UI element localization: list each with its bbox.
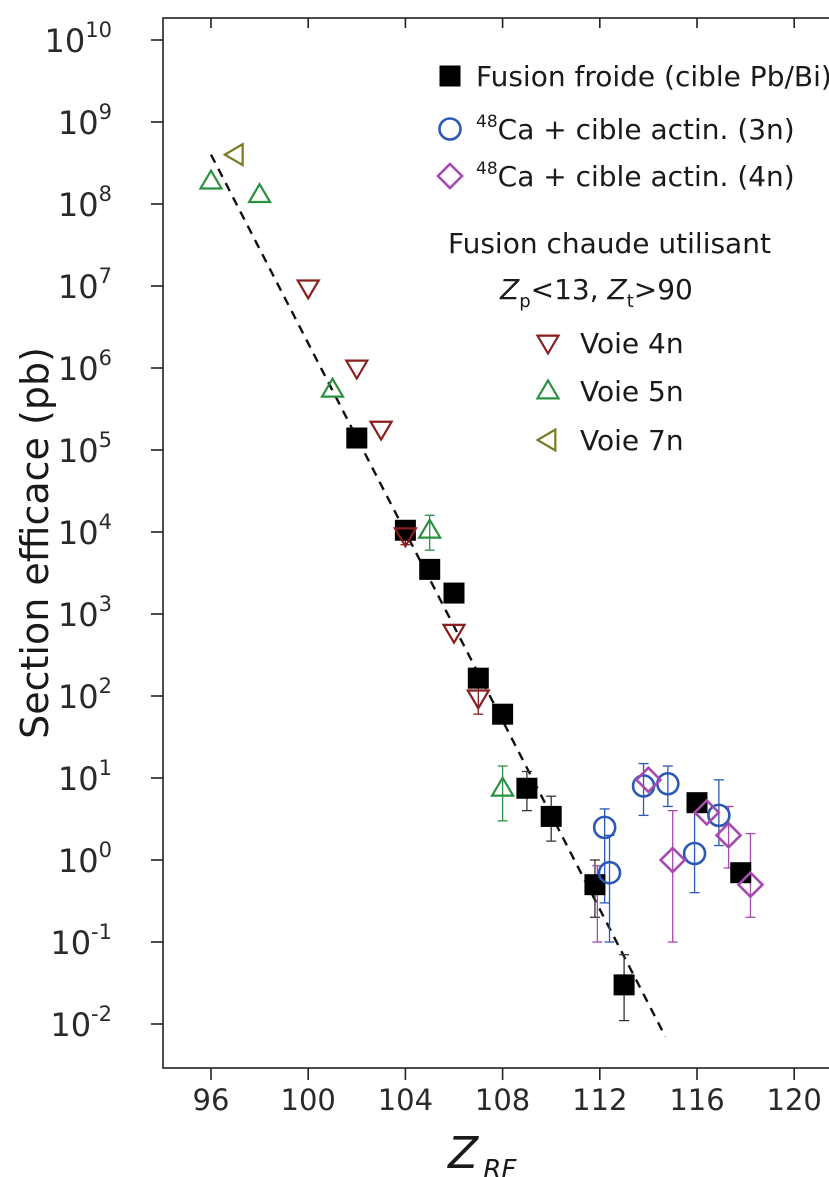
- data-point: [368, 420, 394, 442]
- y-tick-label: 10-2: [50, 1002, 112, 1044]
- data-point: [492, 703, 514, 725]
- data-point: [394, 519, 416, 541]
- legend: Fusion froide (cible Pb/Bi) 48Ca + cible …: [436, 60, 829, 457]
- plot-frame: [162, 17, 829, 1069]
- series-circle-open: [592, 771, 731, 885]
- legend-hot-fusion-condition: Zp<13, Zt>90: [499, 273, 693, 312]
- y-tick-label: 102: [58, 674, 112, 716]
- trend-fit-line: [209, 154, 667, 1038]
- data-point: [344, 359, 370, 381]
- series-triangle-up-open: [198, 168, 516, 797]
- data-point: [441, 623, 467, 645]
- y-tick-label: 101: [58, 756, 112, 798]
- data-point: [320, 376, 345, 398]
- error-bar: [497, 765, 508, 822]
- data-point: [730, 862, 752, 884]
- legend-entry: 48Ca + cible actin. (4n): [436, 159, 795, 193]
- fit-line-layer: [209, 154, 667, 1038]
- data-point: [222, 142, 244, 168]
- data-point: [597, 860, 622, 885]
- data-point: [584, 874, 606, 896]
- error-bar: [604, 834, 615, 943]
- x-axis-label-sub: RF: [483, 1155, 517, 1177]
- data-point: [417, 517, 443, 539]
- series-square-filled: [346, 427, 752, 996]
- data-point: [613, 974, 635, 996]
- x-tick-label: 104: [378, 1083, 433, 1117]
- data-point: [634, 765, 663, 794]
- legend-entry: Voie 7n: [535, 424, 684, 457]
- data-point: [490, 775, 516, 797]
- series-triangle-down-open: [295, 279, 491, 711]
- y-axis-label: Section efficace (pb): [13, 347, 57, 739]
- data-point: [419, 558, 441, 580]
- data-point: [247, 181, 273, 204]
- series-diamond-open: [634, 765, 765, 899]
- y-tick-label: 1010: [45, 18, 112, 60]
- series-triangle-left-open: [222, 142, 244, 168]
- data-point: [392, 527, 418, 549]
- legend-label: 48Ca + cible actin. (4n): [476, 159, 795, 193]
- x-tick-label: 116: [669, 1083, 724, 1117]
- legend-entry: Voie 4n: [535, 327, 684, 360]
- data-point: [465, 689, 491, 711]
- legend-label: Voie 7n: [580, 424, 684, 457]
- x-tick-label: 100: [281, 1083, 336, 1117]
- legend-entry: 48Ca + cible actin. (3n): [438, 112, 795, 146]
- data-point: [736, 870, 765, 899]
- legend-entry: Fusion froide (cible Pb/Bi): [439, 60, 829, 93]
- error-bar: [667, 809, 678, 943]
- legend-label: Fusion froide (cible Pb/Bi): [476, 60, 829, 93]
- y-tick-label: 100: [58, 838, 112, 880]
- data-point: [295, 279, 321, 301]
- axis-ticks-layer: 96 100 104 108 112 116 120 1010 109 108 107 106 105 1…: [45, 18, 822, 1117]
- data-point: [516, 777, 538, 799]
- data-point: [540, 805, 562, 827]
- legend-label: 48Ca + cible actin. (3n): [476, 112, 795, 146]
- data-point: [658, 846, 687, 874]
- legend-hot-fusion-title: Fusion chaude utilisant: [448, 227, 771, 260]
- legend-marker: [535, 378, 561, 400]
- legend-marker: [436, 162, 464, 190]
- y-tick-label: 105: [58, 428, 112, 470]
- y-tick-label: 106: [58, 346, 112, 388]
- x-axis-label: Z RF: [447, 1128, 517, 1177]
- data-point: [682, 841, 707, 866]
- x-tick-label: 96: [193, 1083, 230, 1117]
- data-point: [592, 815, 617, 840]
- legend-marker: [438, 117, 462, 141]
- legend-entry: Voie 5n: [535, 375, 684, 408]
- data-point: [467, 667, 489, 689]
- y-tick-label: 108: [58, 182, 112, 224]
- y-tick-label: 109: [58, 100, 112, 142]
- data-point: [686, 792, 708, 814]
- x-tick-label: 108: [475, 1083, 530, 1117]
- data-point: [346, 427, 368, 449]
- data-points-layer: [198, 142, 765, 996]
- legend-label: Voie 5n: [580, 375, 684, 408]
- data-point: [714, 821, 743, 850]
- data-point: [443, 582, 465, 604]
- y-tick-label: 103: [58, 592, 112, 634]
- legend-label: Voie 4n: [580, 327, 684, 360]
- y-tick-label: 107: [58, 264, 112, 306]
- data-point: [707, 803, 731, 828]
- y-tick-label: 10-1: [50, 920, 112, 962]
- legend-marker: [535, 427, 557, 453]
- data-point: [198, 168, 224, 190]
- y-tick-label: 104: [58, 510, 112, 552]
- x-tick-label: 120: [767, 1083, 822, 1117]
- legend-marker: [439, 65, 461, 87]
- legend-marker: [535, 334, 561, 356]
- x-tick-label: 112: [572, 1083, 627, 1117]
- x-axis-label-main: Z: [447, 1128, 479, 1177]
- data-point: [692, 798, 721, 827]
